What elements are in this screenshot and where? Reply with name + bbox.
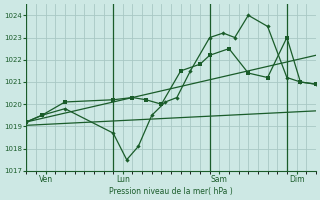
X-axis label: Pression niveau de la mer( hPa ): Pression niveau de la mer( hPa ) [109,187,233,196]
